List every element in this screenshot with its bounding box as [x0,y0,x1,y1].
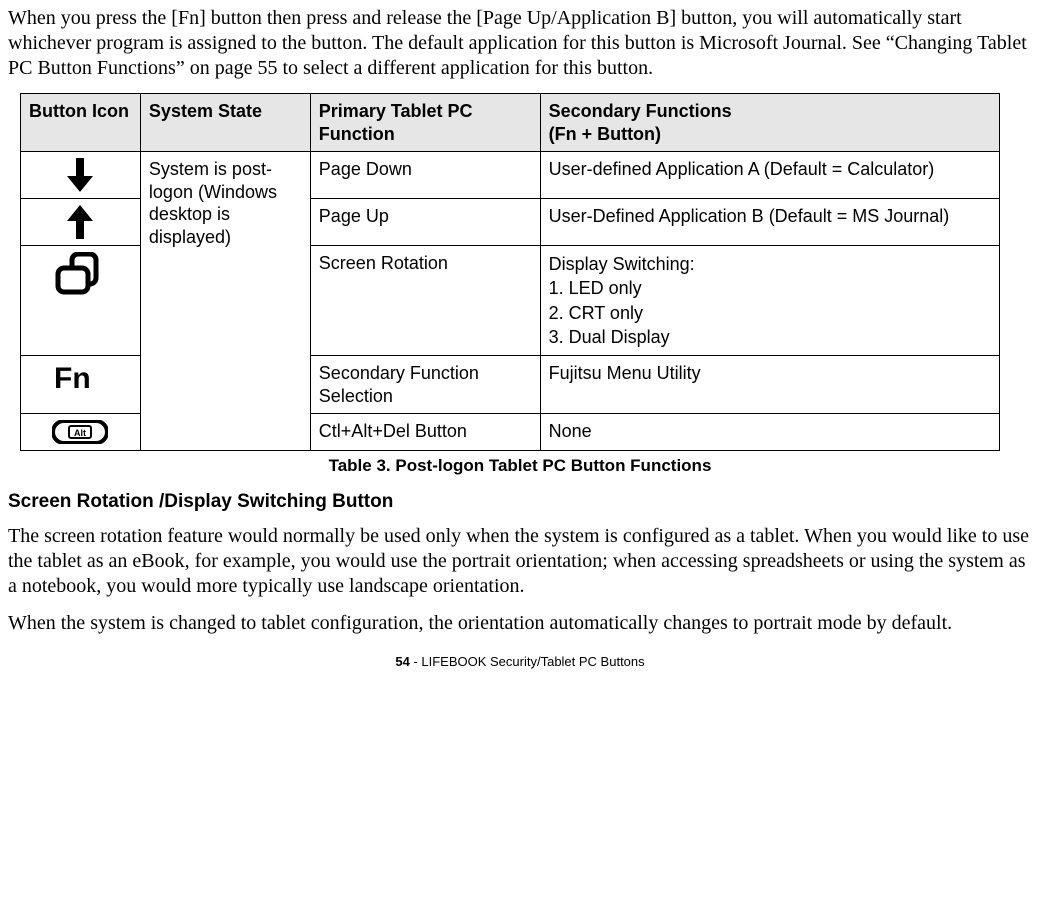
secondary-cell: None [540,414,999,451]
button-icon-cell: Fn [21,356,141,414]
ctrl-alt-del-icon: Alt [52,420,108,444]
col-header-state: System State [140,94,310,152]
col-header-primary: Primary Tablet PC Function [310,94,540,152]
button-icon-cell [21,246,141,356]
table-row: System is post-logon (Windows desktop is… [21,152,1000,199]
secondary-cell: User-Defined Application B (Default = MS… [540,199,999,246]
page-footer: 54 - LIFEBOOK Security/Tablet PC Buttons [8,654,1032,670]
intro-paragraph: When you press the [Fn] button then pres… [8,6,1032,81]
body-paragraph: When the system is changed to tablet con… [8,611,1032,636]
screen-rotation-icon [54,252,106,298]
secondary-cell: Display Switching: 1. LED only 2. CRT on… [540,246,999,356]
primary-cell: Ctl+Alt+Del Button [310,414,540,451]
col-header-secondary: Secondary Functions (Fn + Button) [540,94,999,152]
primary-cell: Page Up [310,199,540,246]
table-caption: Table 3. Post-logon Tablet PC Button Fun… [8,455,1032,476]
arrow-up-icon [67,205,93,239]
footer-title: - LIFEBOOK Security/Tablet PC Buttons [410,654,645,669]
button-icon-cell: Alt [21,414,141,451]
primary-cell: Secondary Function Selection [310,356,540,414]
svg-text:Alt: Alt [74,428,86,438]
page-number: 54 [395,654,409,669]
button-icon-cell [21,199,141,246]
button-icon-cell [21,152,141,199]
system-state-cell: System is post-logon (Windows desktop is… [140,152,310,451]
fn-icon: Fn [54,362,106,394]
svg-text:Fn: Fn [54,362,91,394]
primary-cell: Screen Rotation [310,246,540,356]
secondary-cell: Fujitsu Menu Utility [540,356,999,414]
button-functions-table: Button Icon System State Primary Tablet … [20,93,1000,451]
primary-cell: Page Down [310,152,540,199]
col-header-icon: Button Icon [21,94,141,152]
arrow-down-icon [67,158,93,192]
section-heading: Screen Rotation /Display Switching Butto… [8,490,1032,514]
body-paragraph: The screen rotation feature would normal… [8,524,1032,599]
table-header-row: Button Icon System State Primary Tablet … [21,94,1000,152]
secondary-cell: User-defined Application A (Default = Ca… [540,152,999,199]
